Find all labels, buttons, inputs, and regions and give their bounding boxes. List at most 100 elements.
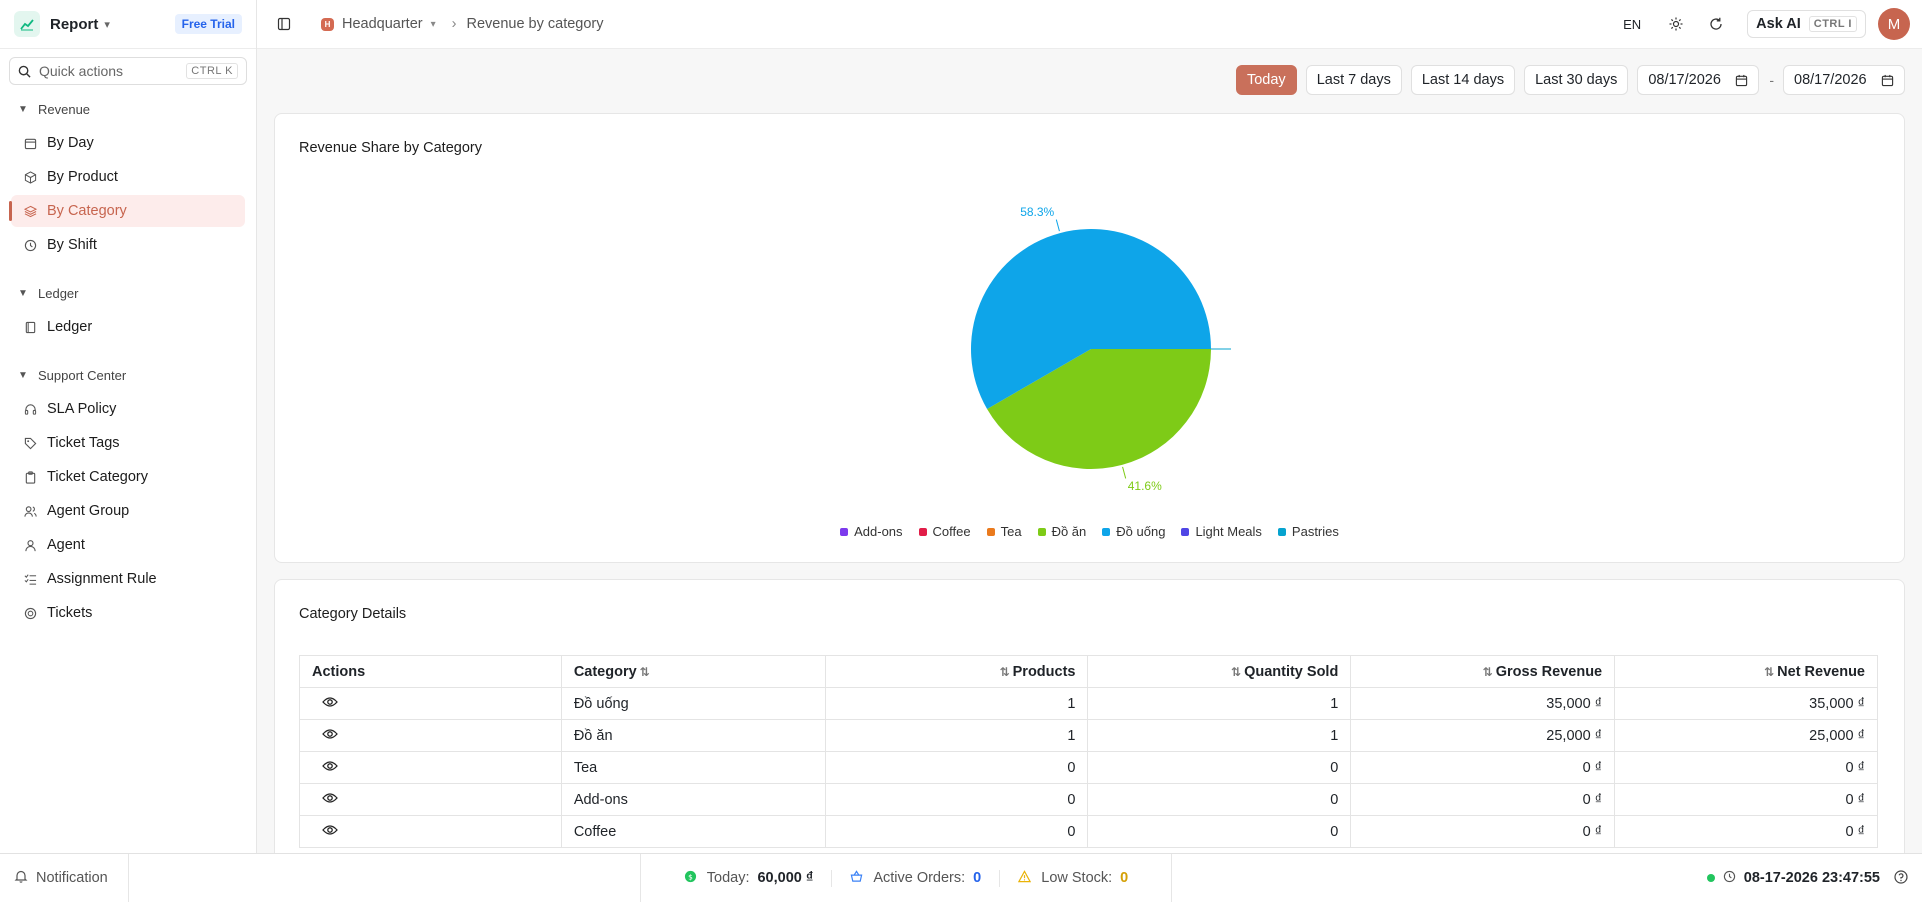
sort-icon[interactable]: ⇅ <box>1231 664 1242 679</box>
legend-item[interactable]: Coffee <box>918 524 971 539</box>
cell-net: 25,000 ₫ <box>1614 719 1878 752</box>
sidebar-item-assignment-rule[interactable]: Assignment Rule <box>11 563 245 595</box>
sort-icon[interactable]: ⇅ <box>1482 664 1493 679</box>
chevron-down-icon[interactable]: ▾ <box>430 18 436 30</box>
view-button[interactable] <box>299 687 562 720</box>
legend-label: Coffee <box>932 524 971 539</box>
eye-icon[interactable] <box>322 824 338 840</box>
sidebar-item-by-product[interactable]: By Product <box>11 161 245 193</box>
last-7-days-button[interactable]: Last 7 days <box>1305 65 1402 95</box>
sidebar-item-agent[interactable]: Agent <box>11 529 245 561</box>
col-net-revenue[interactable]: ⇅ Net Revenue <box>1614 655 1878 688</box>
stat-today: $ Today: 60,000 ₫ <box>666 870 832 887</box>
view-button[interactable] <box>299 719 562 752</box>
legend-swatch <box>918 527 927 536</box>
legend-item[interactable]: Pastries <box>1277 524 1339 539</box>
cell-products: 0 <box>824 783 1089 816</box>
view-button[interactable] <box>299 783 562 816</box>
col-gross-revenue[interactable]: ⇅ Gross Revenue <box>1350 655 1616 688</box>
legend-item[interactable]: Add-ons <box>840 524 903 539</box>
legend-label: Add-ons <box>854 524 903 539</box>
clock-icon <box>23 238 37 252</box>
chart-title: Revenue Share by Category <box>299 140 482 156</box>
chart-card: Revenue Share by Category 41.6% 58.3% Add… <box>274 113 1905 563</box>
legend-item[interactable]: Đồ ăn <box>1037 524 1086 539</box>
cell-products: 1 <box>824 719 1089 752</box>
group-support-center[interactable]: ▼ Support Center <box>18 367 127 383</box>
cell-net: 35,000 ₫ <box>1614 687 1878 720</box>
cell-category: Coffee <box>560 815 826 848</box>
sort-icon[interactable]: ⇅ <box>639 664 650 679</box>
eye-icon[interactable] <box>322 792 338 808</box>
legend-swatch <box>1102 527 1111 536</box>
free-trial-badge[interactable]: Free Trial <box>174 14 242 34</box>
app-switcher[interactable]: Report ▾ Free Trial <box>0 0 256 49</box>
group-ledger[interactable]: ▼ Ledger <box>18 285 79 301</box>
pie-slice[interactable] <box>987 349 1211 469</box>
table-row: Add-ons 0 0 0 ₫ 0 ₫ <box>299 783 1878 816</box>
sidebar-item-sla-policy[interactable]: SLA Policy <box>11 393 245 425</box>
sidebar-item-by-category[interactable]: By Category <box>9 195 245 227</box>
avatar[interactable]: M <box>1878 8 1910 40</box>
sidebar-item-ticket-category[interactable]: Ticket Category <box>11 461 245 493</box>
group-revenue[interactable]: ▼ Revenue <box>18 101 91 117</box>
sidebar-item-label: By Day <box>47 135 94 151</box>
table-row: Đồ ăn 1 1 25,000 ₫ 25,000 ₫ <box>299 719 1878 752</box>
clock-datetime: 08-17-2026 23:47:55 <box>1743 870 1880 886</box>
date-filters: Today Last 7 days Last 14 days Last 30 d… <box>1227 65 1905 95</box>
sidebar-item-label: By Shift <box>47 237 97 253</box>
col-products[interactable]: ⇅ Products <box>824 655 1089 688</box>
legend-label: Pastries <box>1291 524 1339 539</box>
sidebar-item-agent-group[interactable]: Agent Group <box>11 495 245 527</box>
breadcrumb-branch[interactable]: Headquarter <box>342 16 423 32</box>
sidebar-item-by-day[interactable]: By Day <box>11 127 245 159</box>
col-category[interactable]: Category ⇅ <box>560 655 826 688</box>
language-switcher[interactable]: EN <box>1623 16 1642 32</box>
quick-actions-search[interactable]: Quick actions CTRL K <box>9 57 247 85</box>
date-to-input[interactable]: 08/17/2026 <box>1783 65 1905 95</box>
legend-item[interactable]: Light Meals <box>1181 524 1262 539</box>
legend-item[interactable]: Đồ uống <box>1102 524 1165 539</box>
date-range-separator: - <box>1769 72 1774 88</box>
bell-icon <box>14 869 28 887</box>
summary-stats: $ Today: 60,000 ₫ Active Orders: 0 Low S… <box>640 854 1172 902</box>
cell-net: 0 ₫ <box>1614 815 1878 848</box>
table-row: Đồ uống 1 1 35,000 ₫ 35,000 ₫ <box>299 687 1878 720</box>
eye-icon[interactable] <box>322 696 338 712</box>
sidebar-item-by-shift[interactable]: By Shift <box>11 229 245 261</box>
view-button[interactable] <box>299 815 562 848</box>
help-icon[interactable] <box>1894 869 1908 887</box>
sidebar-toggle-icon[interactable] <box>275 15 293 33</box>
sun-icon[interactable] <box>1667 15 1685 33</box>
pie-slice[interactable] <box>970 228 1211 409</box>
last-30-days-button[interactable]: Last 30 days <box>1524 65 1629 95</box>
legend-label: Tea <box>1000 524 1022 539</box>
chart-legend: Add-ons Coffee Tea Đồ ăn Đồ uống Light Meals P… <box>275 524 1904 539</box>
eye-icon[interactable] <box>322 760 338 776</box>
legend-swatch <box>840 527 849 536</box>
col-quantity-sold[interactable]: ⇅ Quantity Sold <box>1087 655 1352 688</box>
last-14-days-button[interactable]: Last 14 days <box>1410 65 1516 95</box>
cell-net: 0 ₫ <box>1614 751 1878 784</box>
sidebar-item-ticket-tags[interactable]: Ticket Tags <box>11 427 245 459</box>
stat-today-value: 60,000 ₫ <box>757 870 814 886</box>
ask-ai-button[interactable]: Ask AI CTRL I <box>1747 10 1866 38</box>
legend-item[interactable]: Tea <box>986 524 1022 539</box>
pie-label-line <box>1122 466 1127 479</box>
sort-icon[interactable]: ⇅ <box>999 664 1010 679</box>
sidebar-item-tickets[interactable]: Tickets <box>11 597 245 629</box>
user-icon <box>23 538 37 552</box>
sort-icon[interactable]: ⇅ <box>1764 664 1775 679</box>
today-button[interactable]: Today <box>1235 65 1297 95</box>
notification-button[interactable]: Notification <box>0 854 129 902</box>
sidebar-item-ledger[interactable]: Ledger <box>11 311 245 343</box>
quick-actions-shortcut: CTRL K <box>186 63 238 79</box>
cell-gross: 0 ₫ <box>1350 815 1616 848</box>
refresh-icon[interactable] <box>1707 15 1725 33</box>
chevron-down-icon: ▼ <box>18 103 28 115</box>
cell-quantity: 0 <box>1087 815 1352 848</box>
date-from-input[interactable]: 08/17/2026 <box>1637 65 1760 95</box>
eye-icon[interactable] <box>322 728 338 744</box>
legend-swatch <box>1277 527 1286 536</box>
view-button[interactable] <box>299 751 562 784</box>
